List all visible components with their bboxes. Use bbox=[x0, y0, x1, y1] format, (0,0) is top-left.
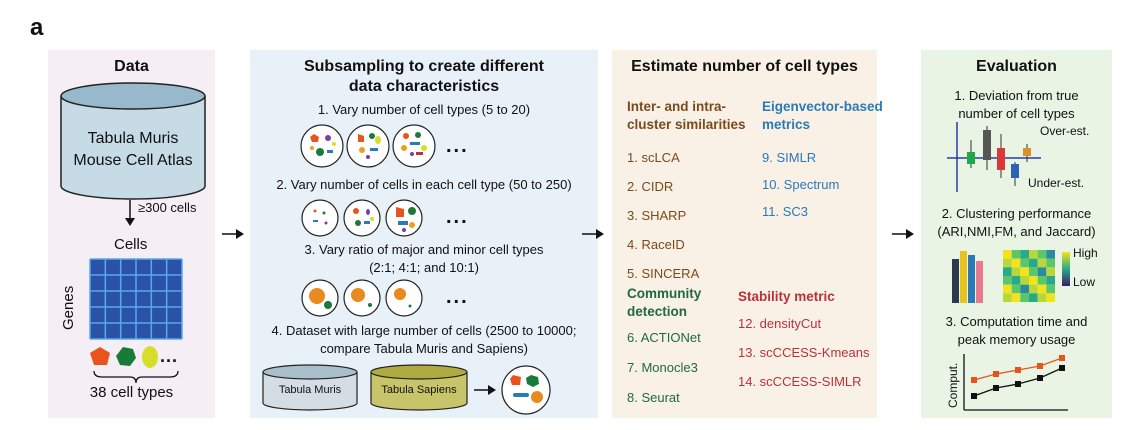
brace-icon bbox=[93, 370, 179, 384]
group1-header-line1: Inter- and intra- bbox=[627, 99, 727, 114]
eval-item-1-line2: number of cell types bbox=[958, 106, 1075, 121]
bar-chart-icon bbox=[952, 251, 983, 303]
low-label: Low bbox=[1073, 275, 1096, 289]
method-item: 13. scCCESS-Kmeans bbox=[738, 345, 870, 360]
eval-item-1-line1: 1. Deviation from true bbox=[954, 88, 1079, 103]
method-item: 1. scLCA bbox=[627, 150, 680, 165]
cell-circles-row-3 bbox=[301, 279, 423, 317]
db-name-line1: Tabula Muris bbox=[87, 130, 179, 147]
group3-header-line1: Community bbox=[627, 286, 702, 301]
subsampling-item-2: 2. Vary number of cells in each cell typ… bbox=[276, 177, 572, 192]
filter-label: ≥300 cells bbox=[138, 200, 197, 215]
method-item: 11. SC3 bbox=[762, 204, 809, 219]
over-est-label: Over-est. bbox=[1040, 124, 1090, 138]
subsampling-item-1: 1. Vary number of cell types (5 to 20) bbox=[317, 102, 531, 117]
large-dataset-circle-icon bbox=[501, 365, 551, 415]
data-panel-title: Data bbox=[114, 58, 149, 75]
method-item: 10. Spectrum bbox=[762, 177, 840, 192]
method-item: 2. CIDR bbox=[627, 179, 674, 194]
high-label: High bbox=[1073, 246, 1098, 260]
row2-ellipsis: ... bbox=[446, 206, 469, 228]
db-name-line2: Mouse Cell Atlas bbox=[73, 152, 193, 169]
heatmap-icon bbox=[1003, 250, 1055, 302]
method-item: 12. densityCut bbox=[738, 316, 822, 331]
subsampling-title-line1: Subsampling to create different bbox=[303, 58, 545, 75]
eval-item-3-line2: peak memory usage bbox=[957, 332, 1076, 347]
database-cylinder-icon bbox=[60, 82, 206, 200]
subsampling-title-line2: data characteristics bbox=[348, 78, 500, 95]
method-item: 14. scCCESS-SIMLR bbox=[738, 374, 862, 389]
evaluation-title: Evaluation bbox=[976, 58, 1057, 75]
estimate-title: Estimate number of cell types bbox=[631, 58, 858, 75]
method-item: 5. SINCERA bbox=[627, 266, 700, 281]
comput-axis-label: Comput. bbox=[946, 362, 960, 408]
cell-types-count: 38 cell types bbox=[89, 384, 174, 401]
group3-header-line2: detection bbox=[627, 304, 688, 319]
under-est-label: Under-est. bbox=[1028, 176, 1085, 190]
subsampling-panel bbox=[250, 50, 598, 418]
tabula-sapiens-db-icon bbox=[370, 364, 468, 411]
group1-header-line2: cluster similarities bbox=[627, 117, 746, 132]
eval-item-2-line2: (ARI,NMI,FM, and Jaccard) bbox=[937, 224, 1096, 239]
cell-circles-row-2 bbox=[301, 199, 423, 237]
tabula-muris-db-icon bbox=[262, 364, 358, 411]
computation-chart-icon bbox=[963, 354, 1068, 411]
method-item: 6. ACTIONet bbox=[627, 330, 701, 345]
evaluation-panel bbox=[921, 50, 1112, 418]
tabula-muris-label: Tabula Muris bbox=[278, 384, 342, 396]
method-item: 3. SHARP bbox=[627, 208, 687, 223]
cells-label: Cells bbox=[114, 236, 148, 253]
cell-circles-row-1 bbox=[300, 124, 436, 168]
expression-matrix-icon bbox=[89, 258, 183, 340]
method-item: 8. Seurat bbox=[627, 390, 680, 405]
cell-types-ellipsis: ... bbox=[160, 346, 179, 366]
method-item: 7. Monocle3 bbox=[627, 360, 698, 375]
row3-ellipsis: ... bbox=[446, 286, 469, 308]
deviation-chart-icon bbox=[947, 122, 1041, 192]
cell-type-shapes-icon bbox=[90, 346, 158, 368]
group2-header-line2: metrics bbox=[762, 117, 811, 132]
figure-label: a bbox=[30, 14, 44, 41]
subsampling-item-3-line1: 3. Vary ratio of major and minor cell ty… bbox=[304, 242, 544, 257]
row1-ellipsis: ... bbox=[446, 135, 469, 157]
estimate-panel bbox=[612, 50, 877, 418]
method-item: 4. RaceID bbox=[627, 237, 685, 252]
subsampling-item-4-line2: compare Tabula Muris and Sapiens) bbox=[320, 341, 528, 356]
down-arrow-icon bbox=[125, 200, 135, 226]
subsampling-item-3-line2: (2:1; 4:1; and 10:1) bbox=[369, 260, 479, 275]
colorbar-icon bbox=[1062, 252, 1070, 286]
flow-arrow-2 bbox=[582, 229, 604, 239]
flow-arrow-3 bbox=[892, 229, 914, 239]
subsampling-item-4-line1: 4. Dataset with large number of cells (2… bbox=[271, 323, 577, 338]
eval-item-2-line1: 2. Clustering performance bbox=[941, 206, 1092, 221]
method-item: 9. SIMLR bbox=[762, 150, 817, 165]
tabula-sapiens-label: Tabula Sapiens bbox=[381, 384, 457, 396]
eval-item-3-line1: 3. Computation time and bbox=[945, 314, 1088, 329]
group4-header: Stability metric bbox=[738, 289, 835, 304]
right-arrow-icon bbox=[474, 385, 496, 395]
group2-header-line1: Eigenvector-based bbox=[762, 99, 883, 114]
genes-label: Genes bbox=[60, 285, 77, 330]
flow-arrow-1 bbox=[222, 229, 244, 239]
